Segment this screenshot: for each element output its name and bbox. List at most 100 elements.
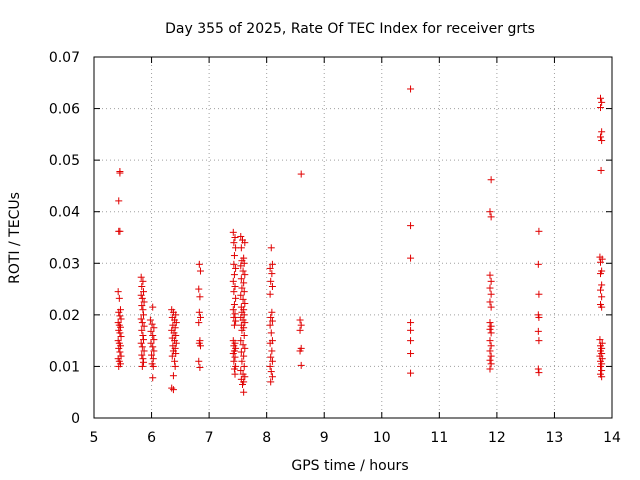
data-point — [239, 267, 247, 275]
data-point — [487, 342, 495, 350]
data-point — [139, 288, 147, 296]
data-point — [117, 333, 125, 341]
data-point — [150, 324, 158, 332]
data-point — [487, 322, 495, 330]
data-point — [231, 282, 239, 290]
data-point — [137, 291, 145, 299]
data-point — [597, 166, 605, 174]
data-point — [241, 344, 249, 352]
data-point — [137, 339, 145, 347]
y-tick-labels: 0 0.01 0.02 0.03 0.04 0.05 0.06 0.07 — [49, 50, 80, 427]
data-point — [598, 281, 606, 289]
data-point — [407, 337, 415, 345]
data-point — [115, 344, 123, 352]
data-point — [138, 302, 146, 310]
data-point — [487, 277, 495, 285]
data-point — [598, 303, 606, 311]
data-point — [486, 325, 494, 333]
data-point — [230, 252, 238, 260]
data-point — [238, 357, 246, 365]
data-point — [266, 264, 274, 272]
data-point — [237, 348, 245, 356]
data-point — [596, 94, 604, 102]
data-point — [596, 336, 604, 344]
data-point — [196, 267, 204, 275]
data-point — [140, 347, 148, 355]
data-point — [596, 104, 604, 112]
data-point — [535, 227, 543, 235]
data-point — [598, 137, 606, 145]
data-point — [138, 343, 146, 351]
data-point — [598, 367, 606, 375]
x-tick-label: 8 — [262, 430, 271, 446]
x-tick-label: 9 — [320, 430, 329, 446]
axis-ticks — [93, 56, 613, 419]
x-tick-label: 6 — [147, 430, 156, 446]
data-point — [267, 368, 275, 376]
plot-frame — [93, 56, 613, 419]
data-point — [171, 357, 179, 365]
data-point — [138, 319, 146, 327]
data-point — [139, 306, 147, 314]
data-point — [407, 369, 415, 377]
data-point — [407, 222, 415, 230]
data-point — [196, 313, 204, 321]
data-point — [195, 260, 203, 268]
data-point — [487, 303, 495, 311]
data-point — [598, 293, 606, 301]
data-point — [297, 361, 305, 369]
data-point — [237, 275, 245, 283]
data-point — [147, 327, 155, 335]
data-point — [231, 234, 239, 241]
data-point — [230, 288, 238, 296]
data-point — [267, 378, 275, 386]
data-point — [266, 290, 274, 298]
data-point — [139, 358, 147, 366]
data-point — [487, 213, 495, 221]
data-point — [486, 337, 494, 345]
data-point — [239, 295, 247, 303]
data-point — [237, 337, 245, 345]
data-point — [230, 271, 238, 279]
data-point — [237, 262, 245, 270]
x-tick-label: 13 — [546, 430, 564, 446]
data-point — [486, 208, 494, 216]
data-point — [407, 350, 415, 358]
data-point — [116, 323, 124, 331]
data-point — [117, 315, 125, 323]
data-point — [268, 347, 276, 355]
data-point — [148, 320, 156, 328]
data-point — [230, 321, 238, 329]
data-point — [147, 339, 155, 347]
data-point — [138, 326, 146, 334]
data-point — [237, 367, 245, 375]
chart-title: Day 355 of 2025, Rate Of TEC Index for r… — [165, 21, 535, 37]
data-point — [596, 133, 604, 141]
x-tick-label: 7 — [205, 430, 214, 446]
data-point — [230, 301, 238, 309]
data-point — [230, 239, 238, 247]
data-point — [297, 170, 305, 178]
x-tick-labels: 5 6 7 8 9 10 11 12 13 14 — [90, 430, 621, 446]
data-point — [195, 357, 203, 365]
data-point — [241, 300, 249, 308]
data-point — [150, 347, 158, 355]
data-point — [149, 303, 157, 311]
y-tick-label: 0.04 — [49, 205, 80, 221]
data-point — [407, 85, 415, 93]
data-point — [266, 321, 274, 329]
data-point — [486, 365, 494, 373]
data-point — [486, 284, 494, 292]
data-point — [598, 98, 606, 106]
data-point — [230, 365, 238, 373]
data-point — [268, 282, 276, 290]
data-point — [487, 329, 495, 337]
data-point — [238, 284, 246, 292]
y-tick-label: 0.07 — [49, 50, 80, 66]
data-point — [229, 350, 237, 358]
data-point — [296, 316, 304, 324]
y-tick-label: 0.03 — [49, 256, 80, 272]
y-tick-label: 0.01 — [49, 359, 80, 375]
data-point — [534, 327, 542, 335]
